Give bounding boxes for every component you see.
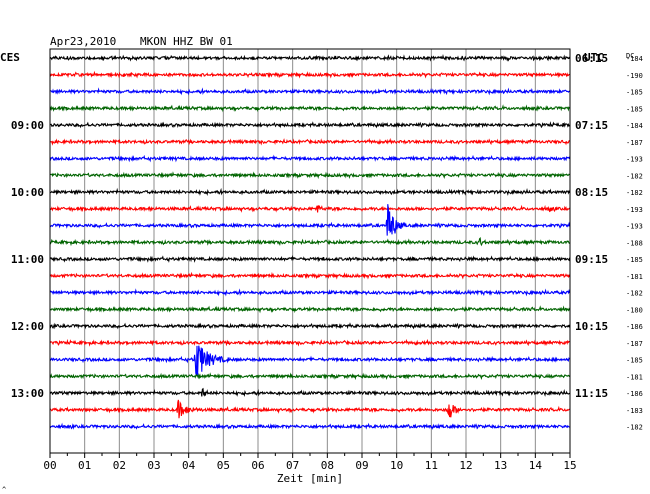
dc-offset-label-10: -193 bbox=[626, 223, 643, 231]
local-time-label-1100: 11:00 bbox=[11, 253, 44, 266]
dc-offset-label-21: -183 bbox=[626, 407, 643, 415]
local-timezone-label: CES bbox=[0, 51, 20, 64]
x-tick-label-10: 10 bbox=[390, 459, 403, 472]
local-time-label-1300: 13:00 bbox=[11, 387, 44, 400]
dc-offset-label-11: -188 bbox=[626, 239, 643, 247]
dc-offset-label-20: -186 bbox=[626, 390, 643, 398]
utc-time-label-0815: 08:15 bbox=[575, 186, 608, 199]
dc-offset-label-12: -185 bbox=[626, 256, 643, 264]
dc-offset-label-4: -184 bbox=[626, 122, 643, 130]
x-tick-label-04: 04 bbox=[182, 459, 196, 472]
dc-offset-label-5: -187 bbox=[626, 139, 643, 147]
dc-offset-label-8: -182 bbox=[626, 189, 643, 197]
x-tick-label-06: 06 bbox=[251, 459, 264, 472]
x-tick-label-11: 11 bbox=[425, 459, 438, 472]
station-label: MKON HHZ BW 01 bbox=[140, 35, 233, 48]
x-axis-title: Zeit [min] bbox=[277, 472, 343, 485]
dc-offset-label-22: -182 bbox=[626, 424, 643, 432]
x-tick-label-01: 01 bbox=[78, 459, 91, 472]
dc-offset-label-15: -180 bbox=[626, 306, 643, 314]
utc-timezone-label: UTC bbox=[584, 51, 604, 64]
dc-offset-label-6: -193 bbox=[626, 156, 643, 164]
x-tick-label-13: 13 bbox=[494, 459, 507, 472]
utc-time-label-1015: 10:15 bbox=[575, 320, 608, 333]
x-tick-label-00: 00 bbox=[43, 459, 56, 472]
x-tick-label-05: 05 bbox=[217, 459, 230, 472]
dc-offset-label-7: -182 bbox=[626, 172, 643, 180]
dc-offset-label-16: -186 bbox=[626, 323, 643, 331]
dc-offset-label-17: -187 bbox=[626, 340, 643, 348]
dc-offset-header: DC bbox=[626, 52, 634, 60]
utc-time-label-0715: 07:15 bbox=[575, 119, 608, 132]
x-tick-label-08: 08 bbox=[321, 459, 334, 472]
x-tick-label-07: 07 bbox=[286, 459, 299, 472]
utc-time-label-1115: 11:15 bbox=[575, 387, 608, 400]
dc-offset-label-3: -185 bbox=[626, 105, 643, 113]
x-tick-label-02: 02 bbox=[113, 459, 126, 472]
local-time-label-1000: 10:00 bbox=[11, 186, 44, 199]
corner-mark: ^ bbox=[2, 486, 6, 494]
x-tick-label-15: 15 bbox=[563, 459, 576, 472]
local-time-label-0900: 09:00 bbox=[11, 119, 44, 132]
dc-offset-label-14: -182 bbox=[626, 290, 643, 298]
dc-offset-label-13: -181 bbox=[626, 273, 643, 281]
local-time-label-1200: 12:00 bbox=[11, 320, 44, 333]
utc-time-label-0915: 09:15 bbox=[575, 253, 608, 266]
dc-offset-label-19: -181 bbox=[626, 373, 643, 381]
dc-offset-label-9: -193 bbox=[626, 206, 643, 214]
dc-offset-label-18: -185 bbox=[626, 357, 643, 365]
x-tick-label-03: 03 bbox=[147, 459, 160, 472]
x-tick-label-09: 09 bbox=[355, 459, 368, 472]
dc-offset-label-1: -190 bbox=[626, 72, 643, 80]
x-tick-label-14: 14 bbox=[529, 459, 543, 472]
date-label: Apr23,2010 bbox=[50, 35, 116, 48]
dc-offset-label-2: -185 bbox=[626, 89, 643, 97]
x-tick-label-12: 12 bbox=[459, 459, 472, 472]
